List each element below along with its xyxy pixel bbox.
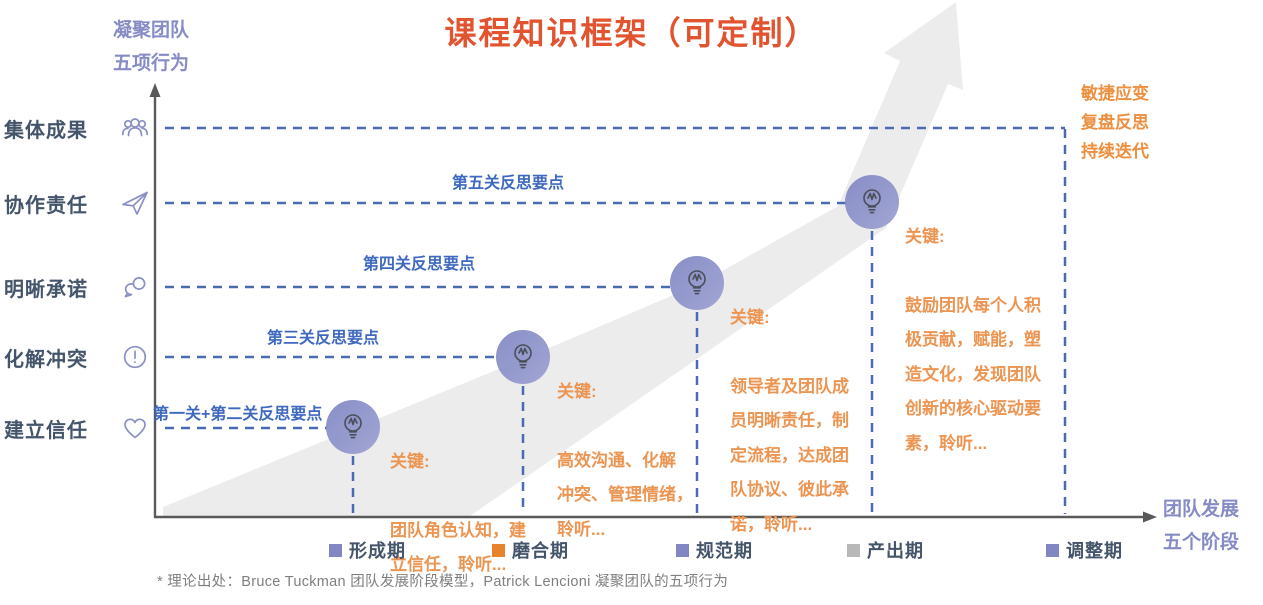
y-axis-title: 凝聚团队 五项行为 xyxy=(113,14,189,80)
x-axis-title: 团队发展 五个阶段 xyxy=(1163,493,1239,559)
exclamation-circle-icon xyxy=(123,345,147,369)
behavior-label: 协作责任 xyxy=(4,194,88,217)
legend-swatch xyxy=(329,543,342,557)
lightbulb-icon xyxy=(344,414,362,439)
chat-bubbles-icon xyxy=(124,277,146,298)
paper-plane-icon xyxy=(122,191,148,215)
legend-label: 调整期 xyxy=(1066,541,1123,561)
heart-icon xyxy=(124,418,146,439)
behavior-row-conflict-resolution: 化解冲突 xyxy=(4,342,150,372)
keypoint-heading: 关键: xyxy=(730,307,770,327)
behavior-row-collaborative-accountability: 协作责任 xyxy=(4,188,150,218)
y-axis-title-line2: 五项行为 xyxy=(113,53,190,74)
keypoint-body: 领导者及团队成 员明晰责任，制 定流程，达成团 队协议、彼此承 诺，聆听... xyxy=(730,376,849,534)
y-axis-arrowhead xyxy=(149,83,161,97)
keypoint-heading: 关键: xyxy=(557,381,597,401)
legend-swatch xyxy=(1046,543,1059,557)
reflection-label-gate4: 第四关反思要点 xyxy=(363,256,476,273)
agile-note-line2: 复盘反思 xyxy=(1081,113,1149,132)
keypoint-stage4: 关键: 鼓励团队每个人积 极贡献，赋能，塑 造文化，发现团队 创新的核心驱动要 … xyxy=(905,185,1041,496)
keypoint-heading: 关键: xyxy=(390,451,430,471)
lightbulb-icon xyxy=(688,270,706,295)
keypoint-heading: 关键: xyxy=(905,226,945,246)
legend-label: 产出期 xyxy=(867,541,924,561)
page-title: 课程知识框架（可定制） xyxy=(444,15,819,51)
behavior-label: 化解冲突 xyxy=(4,348,88,371)
keypoint-body: 团队角色认知，建 立信任，聆听... xyxy=(390,520,526,575)
behavior-label: 明晰承诺 xyxy=(4,278,88,301)
keypoint-stage3: 关键: 领导者及团队成 员明晰责任，制 定流程，达成团 队协议、彼此承 诺，聆听… xyxy=(730,266,849,577)
behavior-label: 集体成果 xyxy=(4,119,88,142)
legend-item-performing: 产出期 xyxy=(847,541,924,561)
agile-notes: 敏捷应变 复盘反思 持续迭代 xyxy=(1081,79,1149,166)
lightbulb-icon xyxy=(863,189,881,214)
lightbulb-marker-3 xyxy=(670,256,724,310)
legend-label: 形成期 xyxy=(349,541,406,561)
legend-item-norming: 规范期 xyxy=(676,541,753,561)
legend-label: 规范期 xyxy=(696,541,753,561)
lightbulb-marker-2 xyxy=(496,330,550,384)
lightbulb-marker-1 xyxy=(326,400,380,454)
keypoint-stage1: 关键: 团队角色认知，建 立信任，聆听... xyxy=(390,410,526,605)
behavior-label: 建立信任 xyxy=(4,419,88,442)
lightbulb-marker-4 xyxy=(845,175,899,229)
y-axis-title-line1: 凝聚团队 xyxy=(113,20,190,41)
legend-swatch xyxy=(847,543,860,557)
keypoint-stage2: 关键: 高效沟通、化解 冲突、管理情绪， 聆听... xyxy=(557,340,693,582)
x-axis-title-line1: 团队发展 xyxy=(1163,499,1240,520)
lightbulb-icon xyxy=(514,344,532,369)
legend-swatch xyxy=(676,543,689,557)
growth-arrow-shape xyxy=(163,2,963,516)
reflection-label-gate5: 第五关反思要点 xyxy=(452,175,565,192)
behavior-row-clear-commitment: 明晰承诺 xyxy=(4,272,150,302)
keypoint-body: 鼓励团队每个人积 极贡献，赋能，塑 造文化，发现团队 创新的核心驱动要 素，聆听… xyxy=(905,295,1041,453)
legend-item-storming: 磨合期 xyxy=(492,541,569,561)
keypoint-body: 高效沟通、化解 冲突、管理情绪， 聆听... xyxy=(557,450,693,539)
legend-swatch xyxy=(492,543,505,557)
agile-note-line1: 敏捷应变 xyxy=(1081,84,1149,103)
users-icon xyxy=(121,118,149,137)
behavior-row-collective-results: 集体成果 xyxy=(4,113,150,143)
legend-item-adjourning: 调整期 xyxy=(1046,541,1123,561)
legend-label: 磨合期 xyxy=(512,541,569,561)
x-axis-arrowhead xyxy=(1143,511,1157,523)
legend-item-forming: 形成期 xyxy=(329,541,406,561)
behavior-row-build-trust: 建立信任 xyxy=(4,413,150,443)
reflection-label-gate3: 第三关反思要点 xyxy=(267,330,380,347)
x-axis-title-line2: 五个阶段 xyxy=(1163,532,1240,553)
agile-note-line3: 持续迭代 xyxy=(1081,142,1149,161)
theory-footnote: * 理论出处：Bruce Tuckman 团队发展阶段模型，Patrick Le… xyxy=(157,574,729,590)
reflection-label-gate1-2: 第一关+第二关反思要点 xyxy=(153,406,323,423)
